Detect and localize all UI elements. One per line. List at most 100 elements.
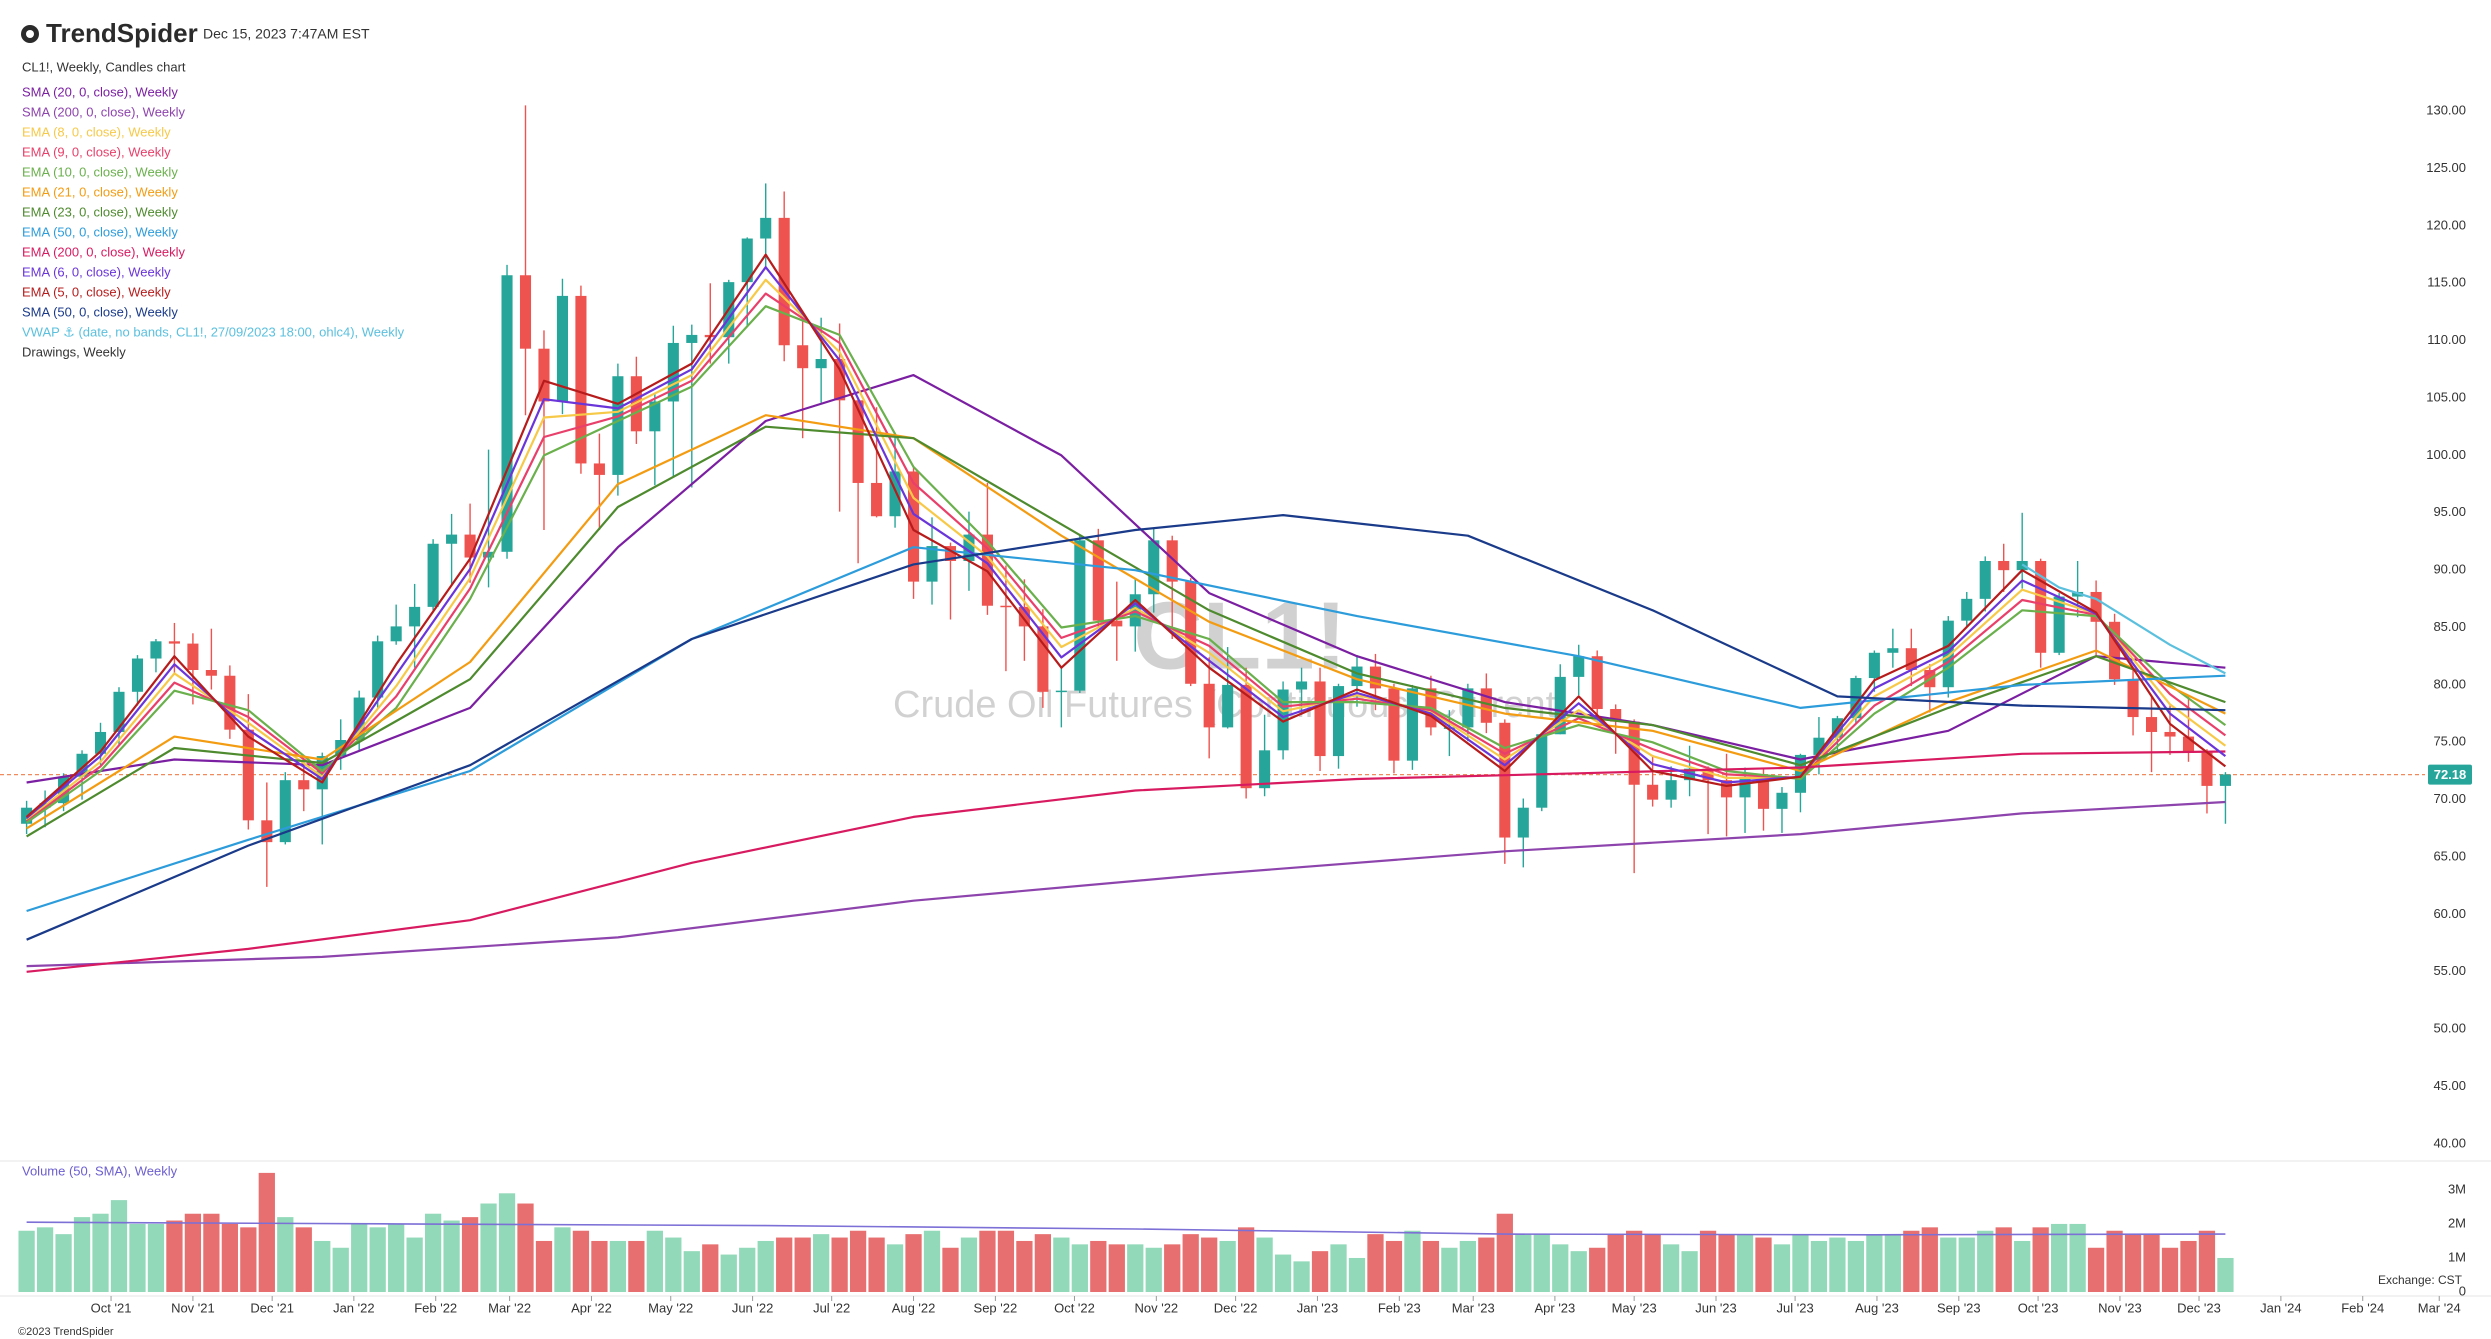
- y-tick-label: 65.00: [2433, 848, 2466, 863]
- volume-tick-label: 1M: [2448, 1249, 2466, 1264]
- exchange-label: Exchange: CST: [2378, 1273, 2463, 1287]
- x-tick-label: Jul '23: [1777, 1300, 1814, 1315]
- volume-bar: [2051, 1223, 2068, 1292]
- candle-body: [1055, 690, 1067, 693]
- candle-body: [1702, 768, 1714, 781]
- legend-entry: SMA (200, 0, close), Weekly: [22, 104, 186, 119]
- volume-bar: [1940, 1237, 1957, 1292]
- volume-bar: [1847, 1240, 1865, 1292]
- volume-sma-line: [26, 1221, 2226, 1236]
- candle-body: [261, 820, 273, 843]
- candle-body: [1259, 750, 1271, 789]
- candle-body: [113, 691, 125, 732]
- volume-bar: [129, 1223, 146, 1292]
- legend-entry: EMA (21, 0, close), Weekly: [22, 184, 178, 199]
- candle-body: [2219, 774, 2231, 786]
- candle-body: [1074, 540, 1086, 691]
- x-tick-label: Jan '22: [333, 1300, 375, 1315]
- volume-bar: [1367, 1234, 1384, 1292]
- candle-body: [224, 675, 236, 730]
- candle-body: [944, 546, 957, 561]
- last-price-tag: [2428, 764, 2472, 785]
- volume-bar: [1995, 1227, 2012, 1292]
- candle-body: [686, 334, 698, 343]
- candle-body: [187, 643, 199, 670]
- volume-bar: [831, 1237, 848, 1292]
- volume-bar: [923, 1230, 941, 1292]
- volume-bar: [369, 1227, 386, 1292]
- candle-body: [1998, 560, 2010, 571]
- candle-body: [926, 546, 938, 582]
- y-tick-label: 75.00: [2433, 734, 2466, 749]
- x-tick-label: May '23: [1612, 1300, 1657, 1315]
- candle-body: [205, 670, 217, 676]
- volume-bar: [849, 1230, 867, 1292]
- candle-body: [871, 482, 883, 517]
- y-tick-label: 90.00: [2433, 562, 2466, 577]
- volume-bar: [55, 1234, 72, 1292]
- volume-bar: [646, 1230, 663, 1292]
- volume-bar: [18, 1230, 35, 1292]
- candle-body: [353, 697, 365, 740]
- candle-body: [1277, 689, 1289, 751]
- candle-body: [1610, 709, 1622, 722]
- volume-bar: [461, 1217, 479, 1292]
- candle-body: [667, 342, 679, 402]
- candle-body: [1148, 540, 1160, 595]
- volume-bar: [2014, 1240, 2031, 1292]
- volume-bar: [2124, 1234, 2142, 1292]
- volume-bar: [1958, 1237, 1975, 1292]
- volume-bar: [942, 1247, 959, 1292]
- indicator-line: [26, 546, 2226, 913]
- volume-bar: [221, 1223, 238, 1292]
- indicator-line: [26, 374, 2226, 784]
- volume-bar: [1459, 1240, 1476, 1292]
- candle-body: [1499, 722, 1511, 838]
- candle-body: [519, 275, 532, 349]
- volume-bar: [295, 1227, 312, 1292]
- volume-bar: [73, 1217, 91, 1292]
- candle-body: [1314, 681, 1326, 757]
- y-tick-label: 80.00: [2433, 676, 2466, 691]
- volume-bar: [979, 1230, 996, 1292]
- candle-body: [1665, 780, 1677, 800]
- legend-entry: EMA (5, 0, close), Weekly: [22, 284, 171, 299]
- volume-tick-label: 0: [2459, 1283, 2466, 1298]
- x-tick-label: Aug '22: [892, 1300, 936, 1315]
- volume-bar: [535, 1240, 553, 1292]
- legend-entry: SMA (50, 0, close), Weekly: [22, 304, 178, 319]
- y-tick-label: 40.00: [2433, 1135, 2466, 1150]
- volume-bar: [517, 1203, 534, 1292]
- volume-bar: [1515, 1234, 1532, 1292]
- volume-bar: [1108, 1244, 1125, 1292]
- candle-body: [446, 534, 458, 544]
- volume-bar: [1348, 1257, 1366, 1292]
- x-tick-label: Nov '21: [171, 1300, 215, 1315]
- candle-body: [2145, 717, 2158, 732]
- x-tick-label: Nov '22: [1134, 1300, 1178, 1315]
- indicator-line: [25, 253, 2227, 818]
- candle-body: [834, 359, 846, 401]
- candle-body: [612, 376, 624, 475]
- volume-bar: [720, 1254, 737, 1292]
- x-tick-label: Aug '23: [1855, 1300, 1899, 1315]
- candle-body: [1351, 666, 1363, 687]
- candle-body: [1536, 734, 1548, 808]
- y-tick-label: 85.00: [2433, 619, 2466, 634]
- y-tick-label: 125.00: [2426, 160, 2466, 175]
- volume-bar: [1385, 1240, 1403, 1292]
- candle-body: [963, 534, 975, 561]
- volume-bar: [1533, 1234, 1550, 1292]
- y-tick-label: 130.00: [2426, 103, 2466, 118]
- volume-bar: [1866, 1234, 1883, 1292]
- x-tick-label: Feb '24: [2341, 1300, 2384, 1315]
- volume-bar: [757, 1240, 774, 1292]
- volume-bar: [1404, 1230, 1421, 1292]
- volume-bar: [1034, 1234, 1052, 1292]
- volume-legend: Volume (50, SMA), Weekly: [22, 1163, 178, 1178]
- volume-bar: [1736, 1234, 1754, 1292]
- y-tick-label: 55.00: [2433, 963, 2466, 978]
- volume-bar: [628, 1240, 645, 1292]
- volume-bar: [498, 1193, 516, 1292]
